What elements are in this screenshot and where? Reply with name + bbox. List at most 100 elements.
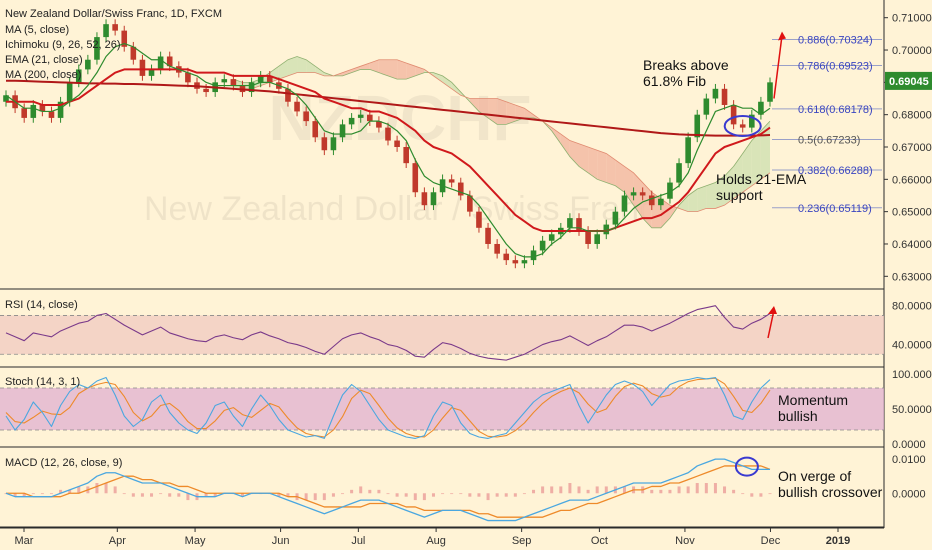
candle-body [648, 195, 655, 206]
ichimoku-cloud-segment [715, 176, 725, 209]
macd-histogram-bar [150, 493, 154, 497]
time-axis-label: May [185, 535, 206, 547]
ichimoku-cloud-segment [560, 134, 570, 157]
candle-body [85, 59, 91, 70]
candle-body [121, 30, 128, 47]
candle-body [30, 104, 37, 118]
macd-histogram-bar [559, 486, 563, 494]
macd-title: MACD (12, 26, close, 9) [5, 457, 122, 469]
candle-body [103, 24, 109, 38]
macd-histogram-bar [95, 483, 99, 494]
candle-body [75, 69, 82, 83]
ichimoku-cloud-segment [388, 59, 398, 80]
fib-level-label: 0.886(0.70324) [798, 35, 873, 47]
candle-body [130, 46, 137, 60]
macd-histogram-bar [723, 486, 727, 494]
candle-body [448, 179, 455, 183]
fib-level-label: 0.786(0.69523) [798, 60, 873, 72]
candle-body [612, 211, 619, 225]
macd-histogram-bar [732, 489, 736, 494]
ichimoku-cloud-segment [506, 101, 516, 125]
candle-body [266, 75, 273, 83]
candle-body [166, 56, 173, 67]
ichimoku-cloud-segment [315, 66, 325, 76]
macd-histogram-bar [186, 493, 190, 501]
candle-body [512, 260, 519, 264]
macd-histogram-bar [322, 493, 326, 501]
candle-body [230, 79, 237, 86]
time-axis-label: Dec [761, 535, 781, 547]
last-price-label: 0.69045 [889, 76, 929, 88]
chart-title: New Zealand Dollar/Swiss Franc, 1D, FXCM [5, 8, 222, 20]
ichimoku-span-b [233, 59, 771, 213]
candle-body [503, 253, 510, 261]
ichimoku-cloud-segment [588, 147, 598, 180]
macd-histogram-bar [331, 493, 335, 497]
candle-body [148, 69, 155, 76]
ichimoku-cloud-segment [342, 69, 352, 76]
candle-body [621, 195, 628, 212]
annotation-holds-ema: Holds 21-EMA support [716, 171, 807, 203]
macd-histogram-bar [404, 493, 408, 497]
macd-histogram-bar [213, 493, 217, 497]
macd-histogram-bar [695, 483, 699, 494]
ichimoku-cloud-segment [451, 82, 461, 96]
candle-body [576, 218, 582, 232]
candle-body [339, 124, 346, 138]
macd-histogram-bar [13, 493, 17, 497]
ichimoku-cloud-segment [287, 56, 298, 76]
annotation-breaks-fib: Breaks above 61.8% Fib [643, 57, 729, 89]
candle-body [3, 95, 9, 102]
annotation-breaks-fib-line: Breaks above [643, 57, 729, 73]
time-axis-label: Jul [351, 535, 365, 547]
annotation-macd-circle [734, 456, 759, 477]
candle-body [594, 234, 600, 244]
candle-body [749, 114, 755, 128]
fib-level-label: 0.236(0.65119) [798, 203, 872, 215]
candle-body [385, 127, 391, 141]
macd-histogram-bar [759, 493, 763, 497]
macd-histogram-bar [668, 489, 672, 494]
fib-level-label: 0.382(0.66288) [798, 165, 873, 177]
ichimoku-cloud-segment [660, 198, 670, 228]
candle-body [357, 114, 364, 118]
macd-histogram-bar [431, 493, 435, 497]
macd-line [5, 458, 770, 522]
candle-body [603, 224, 610, 235]
price-axis-label: 0.67000 [892, 142, 932, 154]
rsi-axis-label: 40.0000 [892, 340, 932, 352]
candle-body [330, 137, 337, 151]
ichimoku-cloud-segment [569, 140, 579, 167]
ichimoku-cloud-segment [524, 108, 534, 118]
candle-body [494, 243, 500, 254]
candle-body [430, 192, 437, 206]
macd-histogram-bar [177, 493, 181, 497]
candle-body [758, 101, 764, 115]
ichimoku-cloud-segment [706, 182, 716, 209]
candle-body [376, 121, 382, 128]
candle-body [676, 163, 682, 183]
candle-body [303, 111, 309, 122]
ichimoku-cloud-segment [733, 153, 743, 199]
price-axis-label: 0.64000 [892, 239, 932, 251]
macd-histogram-bar [68, 489, 72, 494]
ichimoku-cloud-segment [724, 166, 734, 206]
annotation-macd-crossover-line: bullish crossover [778, 484, 883, 500]
rsi-line [5, 305, 771, 361]
macd-axis-label: 0.0100 [892, 454, 926, 466]
ma200-line [6, 79, 771, 137]
rsi-title: RSI (14, close) [5, 299, 78, 311]
macd-histogram-bar [622, 486, 626, 494]
ichimoku-cloud-segment [688, 189, 698, 212]
macd-histogram-bar [522, 493, 526, 495]
stoch-axis-label: 100.0000 [892, 369, 932, 381]
macd-histogram-bar [304, 493, 308, 501]
ichimoku-cloud-segment [433, 72, 443, 83]
candle-body [94, 37, 100, 60]
annotation-breaks-fib-line: 61.8% Fib [643, 73, 706, 89]
ichimoku-cloud-segment [742, 140, 752, 193]
ichimoku-cloud-segment [679, 195, 689, 212]
time-axis-label: Sep [512, 535, 532, 547]
candle-body [367, 114, 373, 122]
candle-body [403, 147, 409, 164]
